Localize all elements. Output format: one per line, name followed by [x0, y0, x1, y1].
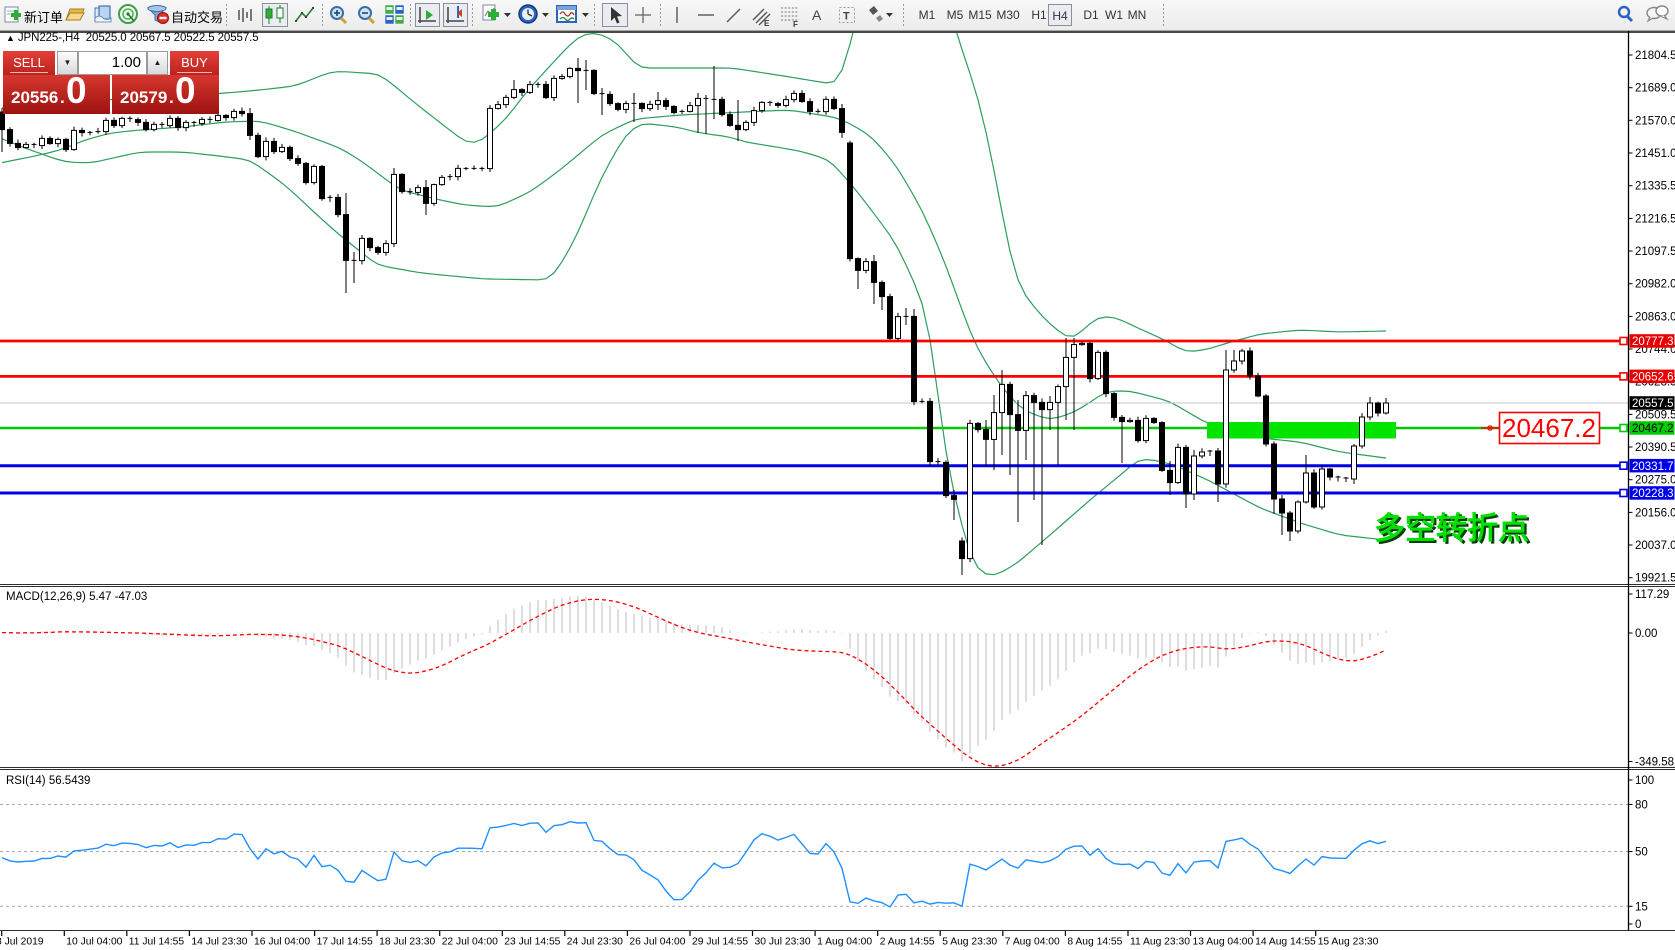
svg-text:21570.0: 21570.0 — [1635, 115, 1675, 127]
svg-text:1 Aug 04:00: 1 Aug 04:00 — [817, 937, 872, 948]
svg-text:21335.5: 21335.5 — [1635, 181, 1675, 193]
svg-text:7 Aug 04:00: 7 Aug 04:00 — [1005, 937, 1060, 948]
svg-text:20467.2: 20467.2 — [1502, 413, 1596, 443]
svg-text:20557.5: 20557.5 — [1632, 398, 1674, 410]
svg-text:18 Jul 23:30: 18 Jul 23:30 — [379, 937, 435, 948]
svg-text:20863.0: 20863.0 — [1635, 311, 1675, 323]
svg-text:20982.0: 20982.0 — [1635, 279, 1675, 291]
svg-text:F: F — [793, 20, 798, 29]
svg-text:0.00: 0.00 — [1635, 628, 1657, 640]
svg-text:RSI(14) 56.5439: RSI(14) 56.5439 — [6, 775, 90, 787]
svg-text:30 Jul 23:30: 30 Jul 23:30 — [755, 937, 811, 948]
svg-text:20331.7: 20331.7 — [1632, 461, 1674, 473]
svg-text:21451.0: 21451.0 — [1635, 148, 1675, 160]
svg-text:20467.2: 20467.2 — [1632, 423, 1674, 435]
svg-text:23 Jul 14:55: 23 Jul 14:55 — [504, 937, 560, 948]
svg-text:19921.5: 19921.5 — [1635, 573, 1675, 585]
svg-text:0: 0 — [1635, 919, 1641, 931]
svg-text:29 Jul 14:55: 29 Jul 14:55 — [692, 937, 748, 948]
svg-text:21689.0: 21689.0 — [1635, 83, 1675, 95]
svg-text:8 Aug 14:55: 8 Aug 14:55 — [1067, 937, 1122, 948]
svg-text:20390.5: 20390.5 — [1635, 442, 1675, 454]
svg-text:13 Aug 04:00: 13 Aug 04:00 — [1193, 937, 1254, 948]
svg-text:20777.3: 20777.3 — [1632, 336, 1674, 348]
svg-text:11 Jul 14:55: 11 Jul 14:55 — [129, 937, 185, 948]
svg-text:15: 15 — [1635, 901, 1648, 913]
svg-text:21216.5: 21216.5 — [1635, 213, 1675, 225]
svg-text:20275.0: 20275.0 — [1635, 475, 1675, 487]
svg-text:多空转折点: 多空转折点 — [1374, 511, 1529, 546]
svg-text:26 Jul 04:00: 26 Jul 04:00 — [629, 937, 685, 948]
svg-text:16 Jul 04:00: 16 Jul 04:00 — [254, 937, 310, 948]
svg-text:24 Jul 23:30: 24 Jul 23:30 — [567, 937, 623, 948]
svg-text:15 Aug 23:30: 15 Aug 23:30 — [1318, 937, 1379, 948]
svg-text:20156.0: 20156.0 — [1635, 507, 1675, 519]
svg-text:21097.5: 21097.5 — [1635, 246, 1675, 258]
svg-text:50: 50 — [1635, 847, 1648, 859]
svg-text:2 Aug 14:55: 2 Aug 14:55 — [880, 937, 935, 948]
svg-text:117.29: 117.29 — [1635, 589, 1669, 601]
svg-text:20228.3: 20228.3 — [1632, 488, 1674, 500]
svg-text:17 Jul 14:55: 17 Jul 14:55 — [317, 937, 373, 948]
svg-text:20652.6: 20652.6 — [1632, 372, 1674, 384]
svg-text:11 Aug 23:30: 11 Aug 23:30 — [1130, 937, 1190, 948]
svg-text:5 Aug 23:30: 5 Aug 23:30 — [942, 937, 997, 948]
svg-text:T: T — [843, 11, 850, 23]
svg-text:20509.5: 20509.5 — [1635, 409, 1675, 421]
svg-text:21804.5: 21804.5 — [1635, 50, 1675, 62]
svg-text:22 Jul 04:00: 22 Jul 04:00 — [442, 937, 498, 948]
svg-text:E: E — [764, 19, 770, 28]
svg-text:-349.58: -349.58 — [1635, 757, 1674, 769]
svg-text:A: A — [812, 7, 822, 23]
svg-text:80: 80 — [1635, 800, 1648, 812]
svg-text:多空转折点: 多空转折点 — [1376, 513, 1531, 548]
svg-text:14 Aug 14:55: 14 Aug 14:55 — [1255, 937, 1316, 948]
svg-text:10 Jul 04:00: 10 Jul 04:00 — [66, 937, 122, 948]
svg-text:8 Jul 2019: 8 Jul 2019 — [0, 937, 44, 948]
svg-text:14 Jul 23:30: 14 Jul 23:30 — [191, 937, 247, 948]
svg-text:MACD(12,26,9) 5.47 -47.03: MACD(12,26,9) 5.47 -47.03 — [6, 591, 147, 603]
svg-text:20037.0: 20037.0 — [1635, 540, 1675, 552]
svg-text:100: 100 — [1635, 775, 1654, 787]
